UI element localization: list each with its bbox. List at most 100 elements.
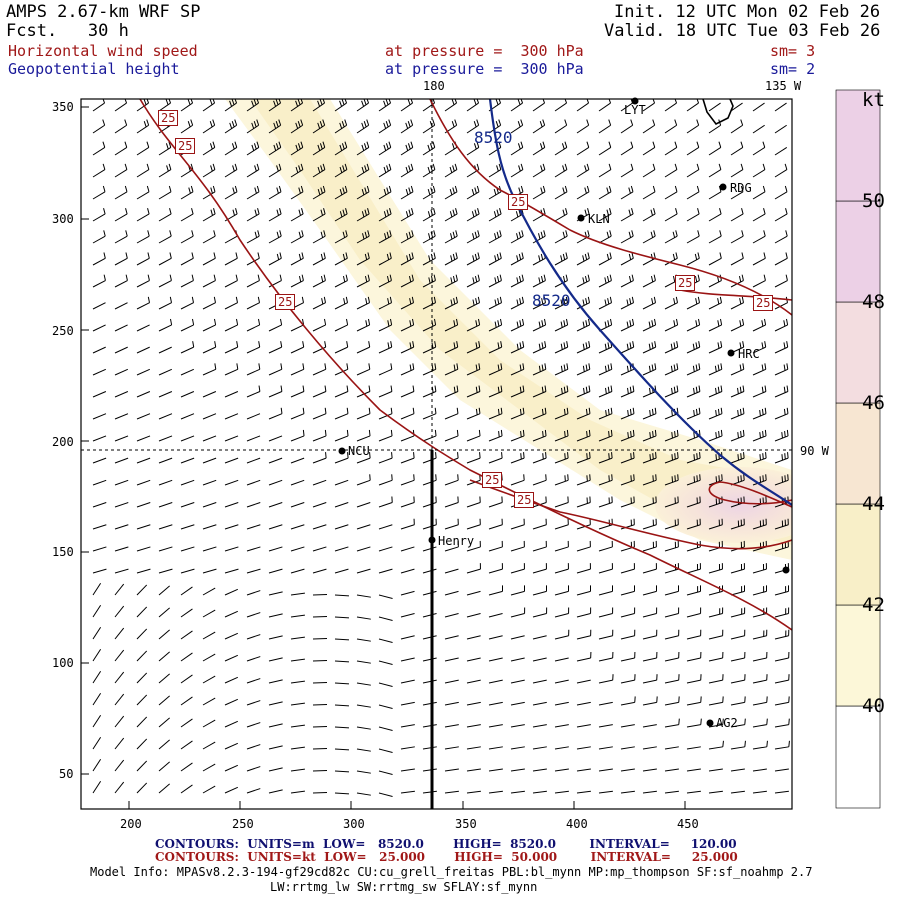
station-dot — [719, 183, 727, 191]
wind-barb-flag — [676, 407, 679, 414]
wind-barb-staff — [620, 324, 634, 332]
wind-barb-flag — [499, 252, 502, 259]
wind-barb-flag — [717, 408, 720, 415]
wind-barb-staff — [158, 673, 170, 684]
wind-barb-staff — [378, 102, 391, 112]
wind-barb-staff — [312, 391, 327, 398]
wind-barb-staff — [466, 102, 479, 112]
wind-barb-staff — [488, 235, 502, 244]
wind-barb-staff — [444, 568, 459, 574]
wind-barb-staff — [180, 280, 194, 288]
wind-barb-staff — [92, 257, 106, 266]
wind-barb-flag — [147, 252, 150, 259]
wind-barb-flag — [604, 321, 607, 328]
wind-barb-flag — [585, 342, 588, 349]
wind-barb-flag — [363, 143, 367, 150]
y-tick-label: 200 — [52, 435, 74, 449]
wind-barb-staff — [290, 658, 305, 662]
wind-barb-staff — [730, 413, 745, 420]
wind-barb-flag — [475, 408, 478, 415]
wind-barb-flag — [674, 185, 678, 192]
wind-barb-staff — [400, 413, 415, 420]
wind-barb-flag — [364, 165, 367, 172]
wind-barb-flag — [538, 299, 541, 306]
wind-barb-staff — [576, 790, 591, 794]
wind-barb-staff — [488, 724, 503, 728]
wind-barb-staff — [554, 546, 569, 552]
wind-barb-staff — [686, 435, 701, 442]
wind-barb-staff — [356, 770, 371, 774]
wind-barb-flag — [409, 342, 412, 349]
wind-barb-flag — [188, 187, 191, 194]
wind-barb-flag — [543, 208, 546, 215]
wind-barb-staff — [356, 302, 370, 310]
wind-barb-staff — [136, 280, 150, 288]
wind-barb-staff — [708, 391, 723, 398]
wind-barb-flag — [587, 252, 590, 259]
wind-barb-staff — [202, 435, 217, 442]
wind-barb-flag — [609, 230, 612, 237]
wind-barb-staff — [422, 257, 436, 266]
wind-barb-staff — [532, 391, 547, 398]
wind-barb-staff — [466, 213, 480, 222]
wind-barb-flag — [764, 363, 767, 370]
speed-contour-label: 25 — [482, 472, 503, 488]
wind-barb-flag — [586, 185, 590, 192]
wind-barb-staff — [92, 280, 106, 288]
wind-barb-flag — [302, 318, 305, 326]
wind-barb-staff — [752, 368, 766, 376]
wind-barb-staff — [510, 413, 525, 420]
wind-barb-staff — [532, 191, 546, 200]
wind-barb-flag — [342, 209, 345, 216]
wind-barb-flag — [609, 252, 612, 259]
wind-barb-flag — [564, 141, 568, 148]
wind-barb-flag — [406, 255, 409, 262]
wind-barb-flag — [520, 141, 524, 148]
wind-barb-staff — [356, 435, 371, 442]
wind-barb-flag — [383, 166, 387, 173]
wind-barb-staff — [598, 169, 612, 178]
wind-barb-flag — [256, 119, 260, 126]
wind-barb-flag — [317, 166, 321, 173]
wind-barb-flag — [520, 99, 524, 104]
wind-barb-flag — [300, 119, 304, 126]
colorbar-tick-label: 48 — [862, 291, 885, 313]
wind-barb-flag — [516, 321, 519, 328]
wind-barb-flag — [650, 253, 654, 260]
wind-barb-flag — [698, 407, 701, 414]
wind-barb-staff — [466, 790, 481, 794]
wind-barb-flag — [472, 255, 475, 262]
wind-barb-staff — [136, 257, 150, 266]
wind-barb-staff — [224, 169, 238, 178]
wind-barb-flag — [608, 163, 612, 170]
wind-barb-staff — [268, 524, 283, 530]
wind-barb-flag — [409, 364, 412, 371]
wind-barb-staff — [246, 435, 261, 442]
wind-barb-staff — [488, 590, 503, 596]
wind-barb-flag — [519, 342, 522, 349]
wind-barb-staff — [642, 590, 657, 596]
wind-barb-flag — [494, 255, 497, 262]
wind-barb-flag — [146, 185, 150, 192]
wind-barb-flag — [520, 119, 524, 126]
x-tick-label: 450 — [677, 817, 699, 831]
wind-barb-staff — [356, 568, 371, 574]
wind-barb-staff — [642, 524, 657, 530]
wind-barb-staff — [664, 457, 679, 464]
x-tick-label: 250 — [232, 817, 254, 831]
wind-barb-staff — [202, 191, 216, 200]
wind-barb-flag — [474, 209, 477, 216]
wind-barb-flag — [125, 230, 128, 237]
wind-barb-staff — [774, 413, 789, 420]
wind-barb-staff — [730, 324, 744, 332]
wind-barb-staff — [730, 169, 744, 178]
wind-barb-staff — [136, 435, 151, 442]
wind-barb-flag — [302, 341, 305, 348]
wind-barb-staff — [730, 635, 745, 640]
wind-barb-flag — [674, 141, 678, 148]
wind-barb-flag — [654, 341, 657, 348]
wind-barb-flag — [368, 318, 371, 326]
wind-barb-flag — [433, 274, 436, 281]
wind-barb-flag — [276, 209, 279, 216]
wind-barb-flag — [235, 296, 239, 303]
